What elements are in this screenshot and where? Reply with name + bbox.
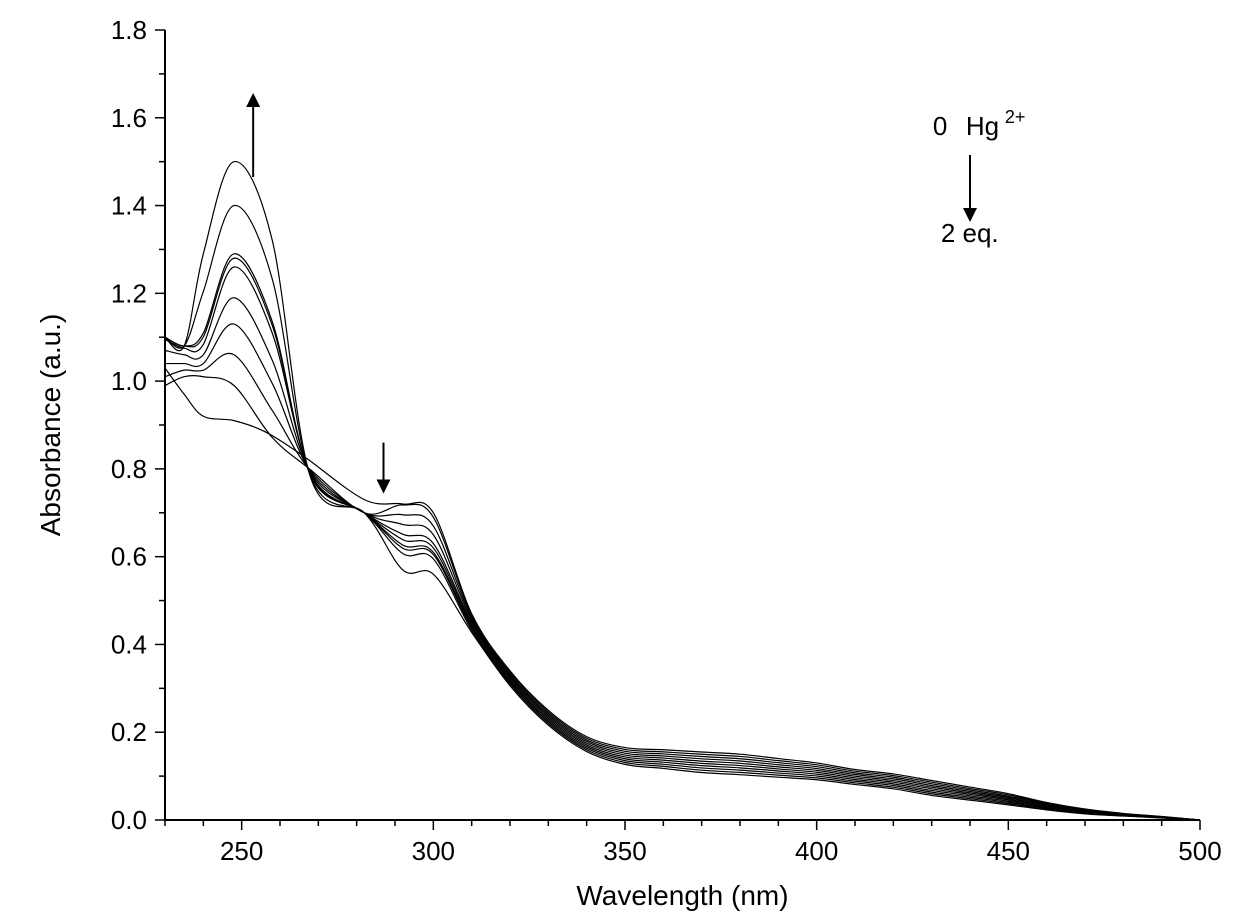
y-tick-label: 0.2 bbox=[111, 717, 147, 747]
y-tick-label: 0.6 bbox=[111, 542, 147, 572]
x-tick-label: 350 bbox=[603, 836, 646, 866]
x-tick-label: 250 bbox=[220, 836, 263, 866]
legend-ion-charge: 2+ bbox=[1005, 107, 1026, 127]
x-tick-label: 400 bbox=[795, 836, 838, 866]
y-tick-label: 0.0 bbox=[111, 805, 147, 835]
legend-zero: 0 bbox=[933, 111, 947, 141]
x-tick-label: 300 bbox=[412, 836, 455, 866]
y-tick-label: 1.6 bbox=[111, 103, 147, 133]
x-tick-label: 500 bbox=[1178, 836, 1221, 866]
legend-ion: Hg bbox=[966, 111, 999, 141]
chart-container: 250 300 350 400 450 500 0.0 0.2 0.4 0.6 0.8 1.0 1.2 1… bbox=[0, 0, 1240, 921]
legend-two-eq: 2 eq. bbox=[941, 218, 999, 248]
y-tick-label: 1.8 bbox=[111, 15, 147, 45]
y-tick-label: 1.4 bbox=[111, 191, 147, 221]
absorbance-chart: 250 300 350 400 450 500 0.0 0.2 0.4 0.6 0.8 1.0 1.2 1… bbox=[0, 0, 1240, 921]
x-tick-label: 450 bbox=[987, 836, 1030, 866]
y-tick-label: 0.4 bbox=[111, 629, 147, 659]
y-tick-label: 1.0 bbox=[111, 366, 147, 396]
x-axis-label: Wavelength (nm) bbox=[576, 880, 788, 911]
y-tick-label: 0.8 bbox=[111, 454, 147, 484]
y-axis-label: Absorbance (a.u.) bbox=[35, 314, 66, 537]
y-tick-label: 1.2 bbox=[111, 278, 147, 308]
